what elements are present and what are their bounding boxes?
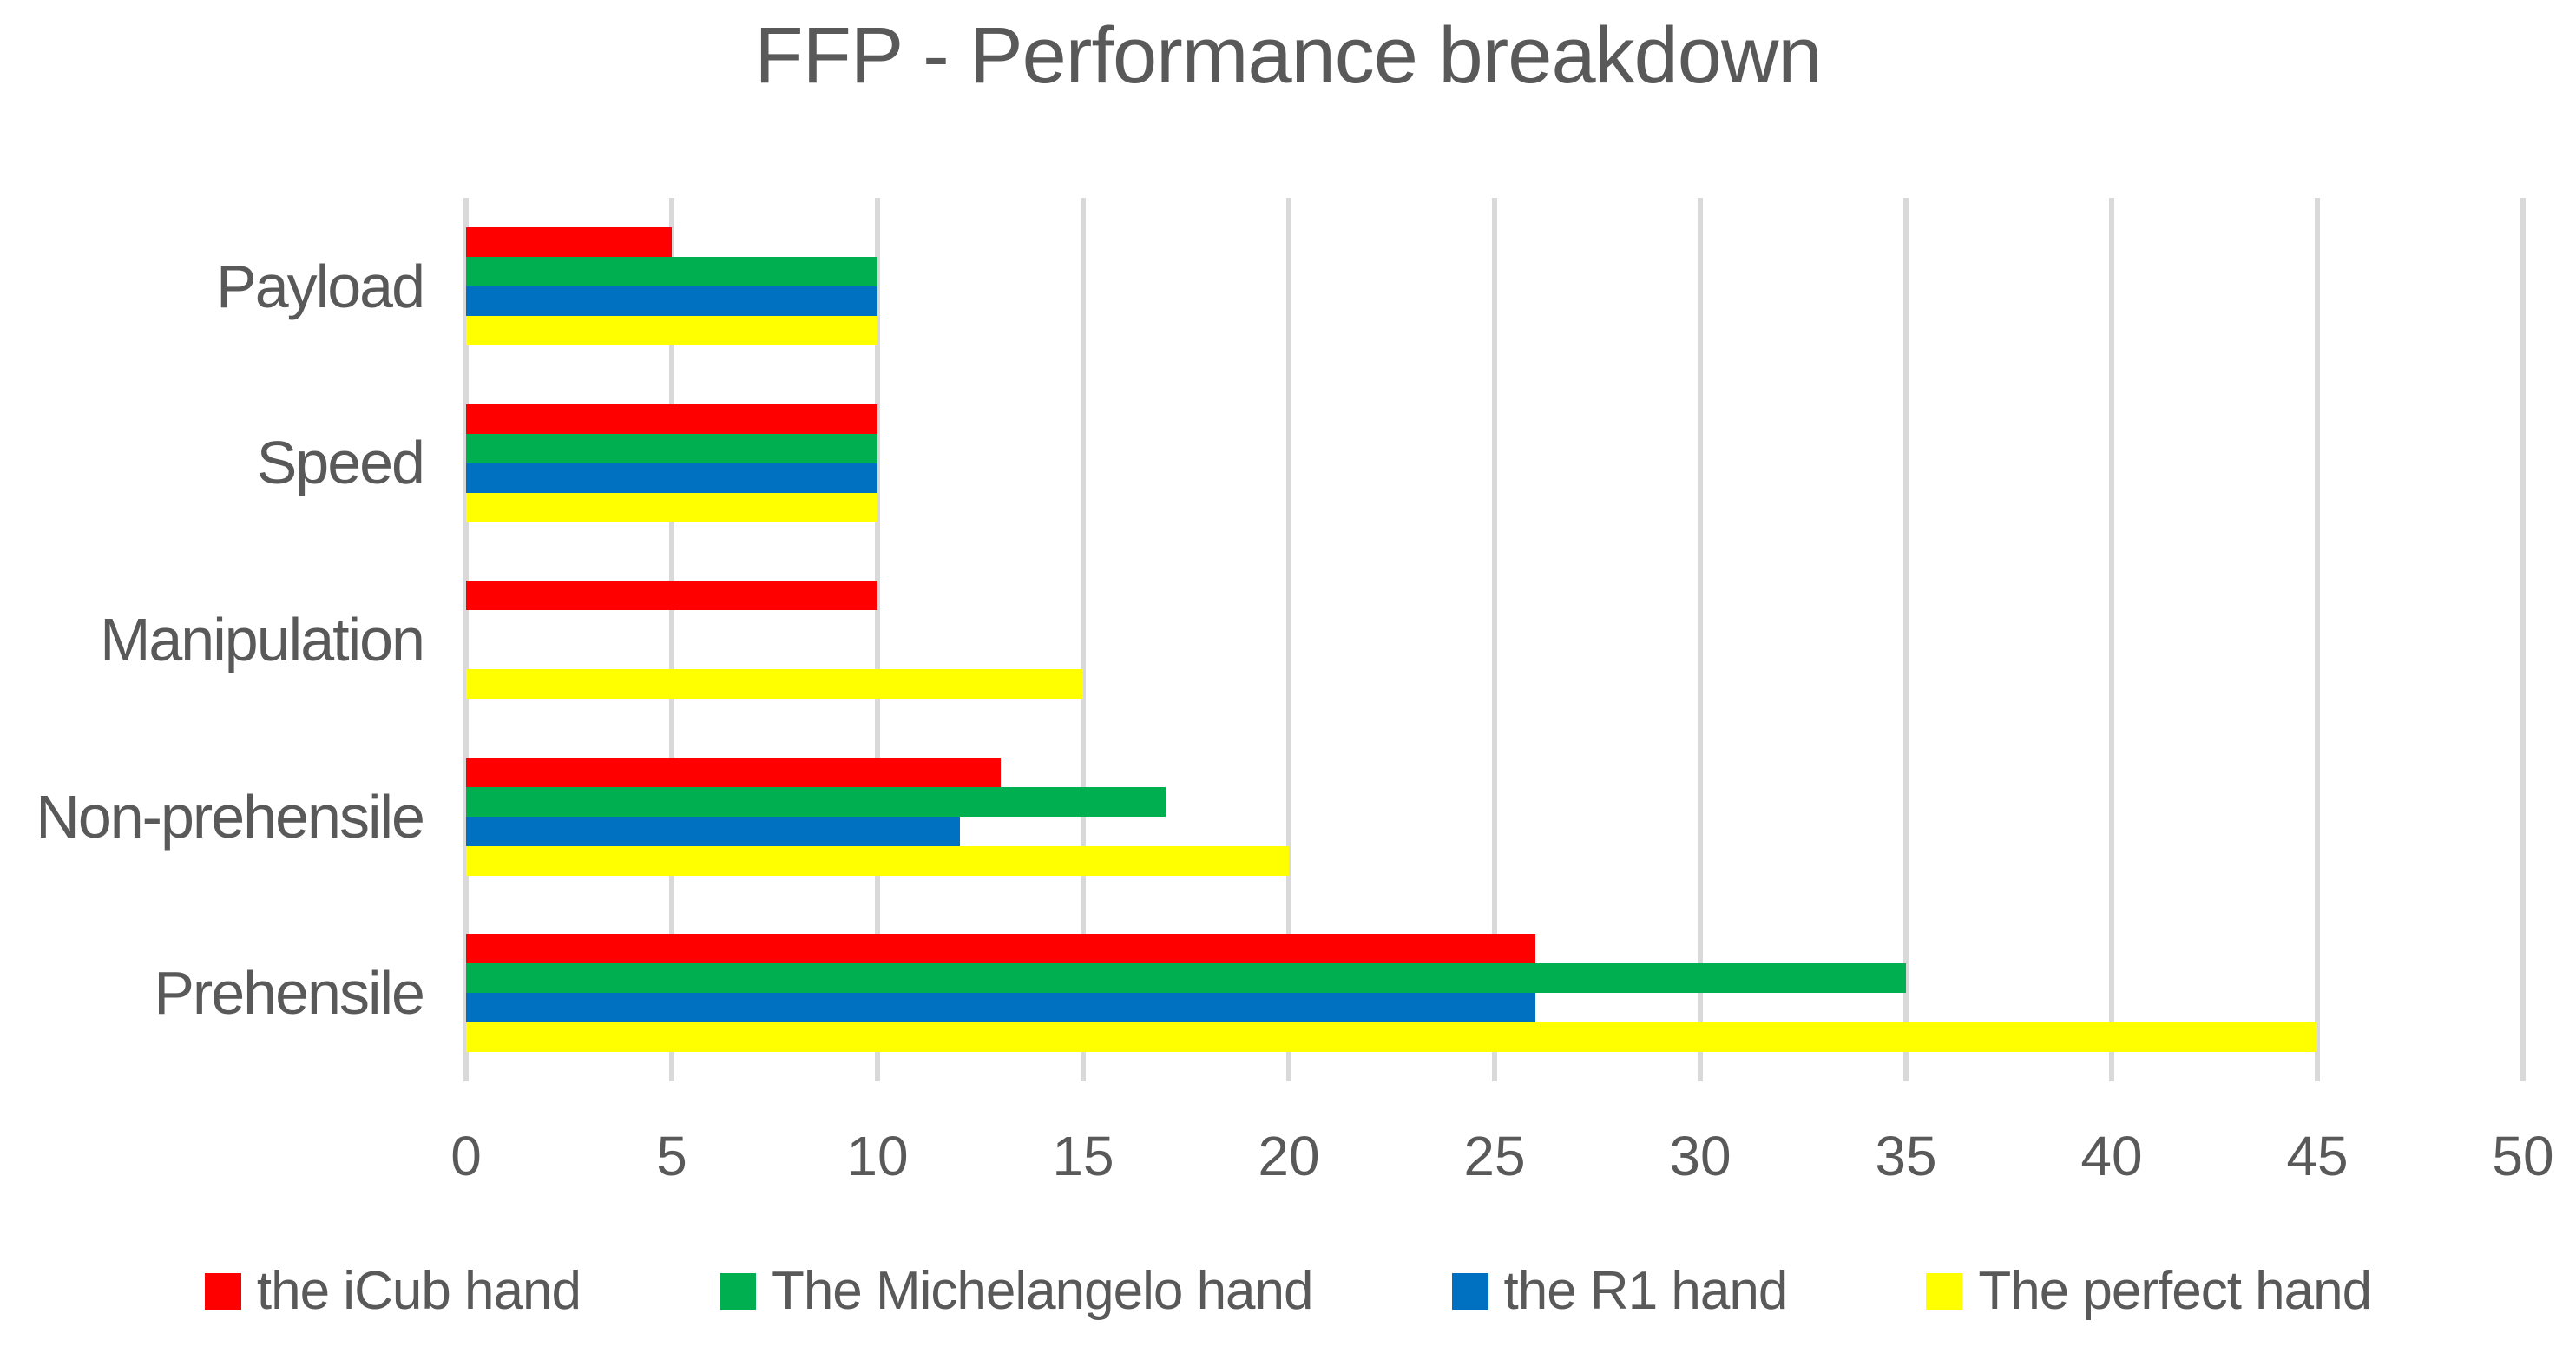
x-tick-label-45: 45: [2286, 1125, 2349, 1187]
plot-area: [463, 198, 2526, 1081]
bar-payload-the-perfect-hand: [466, 316, 877, 345]
gridline-20: [1286, 198, 1291, 1081]
legend-label-the-r1-hand: the R1 hand: [1503, 1261, 1789, 1321]
gridline-15: [1081, 198, 1086, 1081]
category-axis-labels: Payload Speed Manipulation Non-prehensile Pr…: [0, 198, 427, 1081]
x-tick-label-35: 35: [1875, 1125, 1937, 1187]
category-label-speed: Speed: [256, 429, 425, 497]
bar-payload-the-michelangelo-hand: [466, 257, 877, 286]
x-tick-label-25: 25: [1463, 1125, 1526, 1187]
category-label-prehensile: Prehensile: [154, 959, 425, 1028]
gridline-45: [2315, 198, 2320, 1081]
gridline-25: [1492, 198, 1497, 1081]
value-axis-labels: 0 5 10 15 20 25 30 35 40 45 50: [450, 1124, 2553, 1193]
bar-prehensile-the-r1-hand: [466, 993, 1536, 1023]
bar-group-speed: [466, 375, 2523, 552]
x-tick-label-10: 10: [846, 1125, 909, 1187]
legend: the iCub hand The Michelangelo hand the R1…: [0, 1260, 2576, 1322]
bar-speed-the-perfect-hand: [466, 492, 877, 522]
gridline-10: [875, 198, 880, 1081]
bar-non-prehensile-the-icub-hand: [466, 757, 1002, 787]
bar-non-prehensile-the-r1-hand: [466, 816, 960, 846]
legend-swatch-the-r1-hand: [1451, 1272, 1488, 1310]
bar-manipulation-the-icub-hand: [466, 581, 877, 611]
bar-group-payload: [466, 198, 2523, 375]
bar-prehensile-the-michelangelo-hand: [466, 963, 1906, 994]
x-tick-label-0: 0: [450, 1125, 482, 1187]
legend-item-the-perfect-hand: The perfect hand: [1926, 1260, 2372, 1322]
legend-label-the-icub-hand: the iCub hand: [256, 1261, 582, 1321]
bar-prehensile-the-perfect-hand: [466, 1022, 2317, 1053]
gridline-30: [1698, 198, 1703, 1081]
x-tick-label-50: 50: [2492, 1125, 2554, 1187]
x-tick-label-15: 15: [1052, 1125, 1114, 1187]
legend-swatch-the-perfect-hand: [1926, 1272, 1963, 1310]
legend-label-the-perfect-hand: The perfect hand: [1978, 1261, 2372, 1321]
gridline-0: [463, 198, 469, 1081]
x-tick-label-40: 40: [2080, 1125, 2143, 1187]
legend-item-the-michelangelo-hand: The Michelangelo hand: [719, 1260, 1314, 1322]
category-label-non-prehensile: Non-prehensile: [36, 782, 425, 851]
bar-speed-the-r1-hand: [466, 463, 877, 493]
x-tick-label-30: 30: [1669, 1125, 1732, 1187]
bar-prehensile-the-icub-hand: [466, 934, 1536, 964]
gridline-50: [2520, 198, 2526, 1081]
legend-item-the-r1-hand: the R1 hand: [1451, 1260, 1789, 1322]
category-label-manipulation: Manipulation: [100, 605, 425, 673]
legend-label-the-michelangelo-hand: The Michelangelo hand: [771, 1261, 1314, 1321]
category-label-payload: Payload: [216, 252, 425, 320]
bar-payload-the-icub-hand: [466, 227, 672, 257]
bar-speed-the-icub-hand: [466, 404, 877, 434]
gridline-5: [669, 198, 674, 1081]
x-tick-label-5: 5: [656, 1125, 687, 1187]
bar-group-prehensile: [466, 904, 2523, 1081]
gridline-35: [1903, 198, 1909, 1081]
legend-item-the-icub-hand: the iCub hand: [204, 1260, 582, 1322]
bar-speed-the-michelangelo-hand: [466, 433, 877, 463]
bar-manipulation-the-perfect-hand: [466, 669, 1083, 700]
bar-group-manipulation: [466, 551, 2523, 728]
gridline-40: [2109, 198, 2114, 1081]
legend-swatch-the-icub-hand: [204, 1272, 241, 1310]
chart-title: FFP - Performance breakdown: [754, 11, 1822, 100]
legend-swatch-the-michelangelo-hand: [719, 1272, 756, 1310]
bar-non-prehensile-the-michelangelo-hand: [466, 786, 1166, 817]
bar-group-non-prehensile: [466, 728, 2523, 905]
x-tick-label-20: 20: [1258, 1125, 1320, 1187]
bar-non-prehensile-the-perfect-hand: [466, 845, 1289, 876]
bar-payload-the-r1-hand: [466, 286, 877, 316]
